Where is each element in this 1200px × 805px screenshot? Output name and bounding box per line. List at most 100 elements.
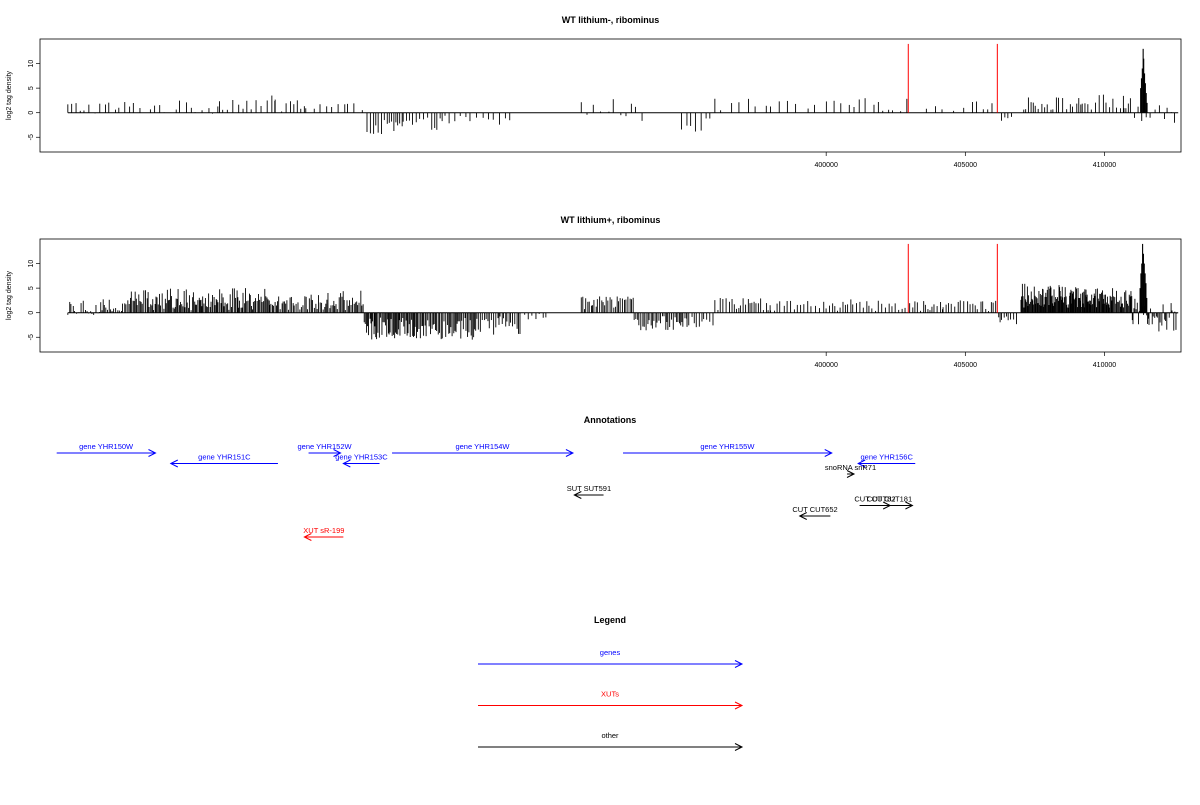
annotation-label: CUT CUT181: [867, 495, 912, 504]
annotation-feature: gene YHR152W: [298, 442, 353, 457]
density-segment: [770, 300, 838, 313]
density-segment: [422, 312, 478, 340]
density-segment: [477, 312, 521, 335]
legend-title: Legend: [594, 615, 626, 625]
annotations-panel: Annotations gene YHR150W gene YHR151C gene …: [56, 415, 916, 541]
density-segment: [1001, 112, 1012, 121]
arrow-head: [882, 501, 892, 510]
density-segment: [630, 103, 643, 121]
arrow-head: [734, 743, 744, 751]
y-axis-label: log2 tag density: [6, 70, 13, 120]
annotation-arrow: [798, 512, 831, 520]
x-tick-label: 400000: [814, 362, 837, 369]
annotation-feature: CUT CUT652: [792, 505, 838, 520]
annotation-feature: gene YHR156C: [857, 453, 916, 468]
y-axis-label: log2 tag density: [6, 270, 13, 320]
plot-frame: [39, 38, 1182, 153]
annotation-label: gene YHR152W: [298, 442, 353, 451]
annotation-label: CUT CUT652: [792, 505, 837, 514]
density-segment: [770, 100, 850, 113]
density-segment: [681, 112, 711, 132]
annotation-arrow: [859, 501, 892, 510]
density-segment: [1081, 94, 1124, 113]
annotation-arrow: [308, 449, 342, 457]
annotation-arrow: [342, 459, 380, 468]
density-segment: [305, 104, 346, 113]
annotation-feature: SUT SUT591: [567, 484, 611, 499]
y-tick-label: 0: [28, 311, 35, 315]
annotation-feature: gene YHR153C: [335, 453, 388, 468]
annotation-feature: gene YHR150W: [56, 442, 157, 457]
density-segment: [363, 312, 423, 340]
annotation-feature: gene YHR151C: [169, 453, 278, 468]
annotation-label: SUT SUT591: [567, 484, 611, 493]
y-tick-label: 0: [28, 111, 35, 115]
annotation-arrow: [392, 449, 575, 457]
density-segment: [633, 312, 688, 331]
arrow-head: [303, 533, 312, 541]
legend-arrow: [478, 701, 744, 710]
annotation-label: CUT CUT82: [854, 495, 895, 504]
density-segment: [1148, 303, 1178, 332]
density-segment: [269, 294, 312, 313]
annotation-arrow: [303, 533, 344, 541]
legend-label: other: [601, 731, 619, 740]
density-segment: [1104, 288, 1133, 313]
density-panel-1: WT lithium-, ribominus log2 tag density -5…: [6, 15, 1182, 169]
density-segment: [1020, 283, 1063, 313]
density-segment: [942, 300, 997, 313]
annotation-label: gene YHR153C: [335, 453, 388, 462]
plot-frame: [39, 238, 1182, 353]
density-segment: [1062, 287, 1105, 313]
density-segment: [580, 99, 627, 117]
arrow-head: [905, 501, 914, 510]
x-tick-label: 410000: [1093, 162, 1116, 169]
density-segment: [998, 312, 1017, 325]
density-segment: [469, 112, 511, 125]
legend-entry: genes: [478, 648, 744, 668]
density-segment: [441, 112, 467, 124]
y-tick-label: -5: [28, 334, 35, 340]
density-segment: [714, 98, 767, 113]
legend-entry: other: [478, 731, 744, 751]
annotation-feature: gene YHR154W: [392, 442, 575, 457]
arrow-head: [734, 701, 744, 710]
density-segment: [1145, 105, 1175, 123]
annotation-label: XUT sR-199: [303, 526, 344, 535]
arrow-head: [573, 491, 582, 499]
density-segment: [853, 98, 908, 113]
chart-title: WT lithium+, ribominus: [561, 215, 661, 225]
density-segment: [199, 288, 270, 313]
density-segment: [67, 299, 130, 315]
arrow-head: [734, 660, 744, 668]
annotation-arrow: [846, 470, 856, 478]
legend-entry: XUTs: [478, 690, 744, 710]
annotation-label: gene YHR150W: [79, 442, 134, 451]
density-segment: [274, 99, 305, 113]
density-segment: [976, 101, 993, 113]
x-tick-label: 410000: [1093, 362, 1116, 369]
annotation-feature: XUT sR-199: [303, 526, 344, 541]
annotation-feature: CUT CUT82: [854, 495, 895, 510]
annotations-title: Annotations: [584, 415, 637, 425]
density-segment: [347, 103, 363, 113]
x-tick-label: 405000: [954, 362, 977, 369]
y-tick-label: 10: [28, 60, 35, 68]
density-segment: [1023, 97, 1082, 113]
annotation-label: gene YHR156C: [861, 453, 914, 462]
y-tick-label: -5: [28, 134, 35, 140]
annotation-label: gene YHR154W: [455, 442, 510, 451]
annotation-arrow: [623, 449, 833, 457]
density-segment: [686, 312, 714, 328]
y-tick-label: 10: [28, 260, 35, 268]
legend-label: XUTs: [601, 690, 619, 699]
legend-arrow: [478, 743, 744, 751]
arrow-head: [342, 459, 351, 468]
annotation-label: gene YHR155W: [700, 442, 755, 451]
annotation-feature: gene YHR155W: [623, 442, 833, 457]
density-segment: [925, 102, 973, 113]
annotation-feature: snoRNA snR71: [825, 463, 876, 478]
density-segment: [839, 299, 906, 313]
